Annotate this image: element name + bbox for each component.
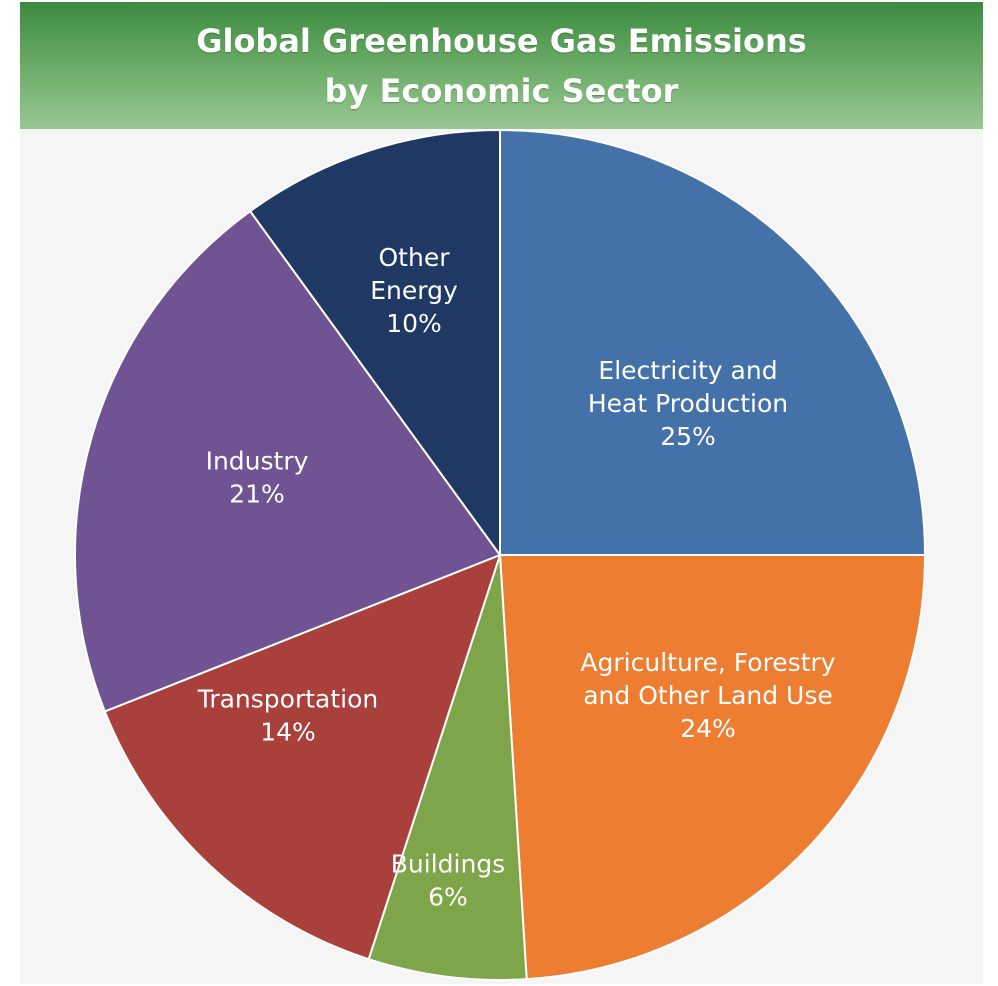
- slice-value-label: 14%: [260, 718, 316, 747]
- slice-label: Agriculture, Forestry and Other Land Use 2…: [580, 648, 835, 743]
- slice-name-label: and Other Land Use: [583, 681, 833, 710]
- slice-name-label: Electricity and: [598, 356, 777, 385]
- slice-label: Industry 21%: [206, 447, 309, 509]
- pie-slice: [499, 128, 927, 556]
- slice-name-label: Energy: [370, 276, 458, 305]
- slice-name-label: Industry: [206, 447, 309, 476]
- slice-label: Transportation 14%: [197, 685, 379, 747]
- slice-name-label: Heat Production: [588, 389, 788, 418]
- chart-title: Global Greenhouse Gas Emissions by Econo…: [20, 2, 983, 129]
- slice-value-label: 6%: [428, 883, 468, 912]
- slice-value-label: 10%: [386, 309, 442, 338]
- pie-slice: [367, 554, 528, 981]
- pie-slice: [248, 128, 501, 559]
- slice-name-label: Buildings: [391, 850, 505, 879]
- pie-slice: [498, 554, 927, 981]
- slice-label: Electricity and Heat Production 25%: [588, 356, 788, 451]
- slice-label: Other Energy 10%: [370, 243, 458, 338]
- slice-value-label: 21%: [229, 480, 285, 509]
- slice-name-label: Other: [379, 243, 451, 272]
- slice-value-label: 25%: [660, 422, 716, 451]
- slice-name-label: Agriculture, Forestry: [580, 648, 835, 677]
- pie-slice: [74, 209, 502, 713]
- slice-value-label: 24%: [680, 714, 736, 743]
- pie-slice: [103, 553, 502, 961]
- chart-title-line-2: by Economic Sector: [324, 71, 679, 110]
- chart-title-line-1: Global Greenhouse Gas Emissions: [196, 21, 807, 60]
- slice-label: Buildings 6%: [391, 850, 505, 912]
- slice-name-label: Transportation: [197, 685, 379, 714]
